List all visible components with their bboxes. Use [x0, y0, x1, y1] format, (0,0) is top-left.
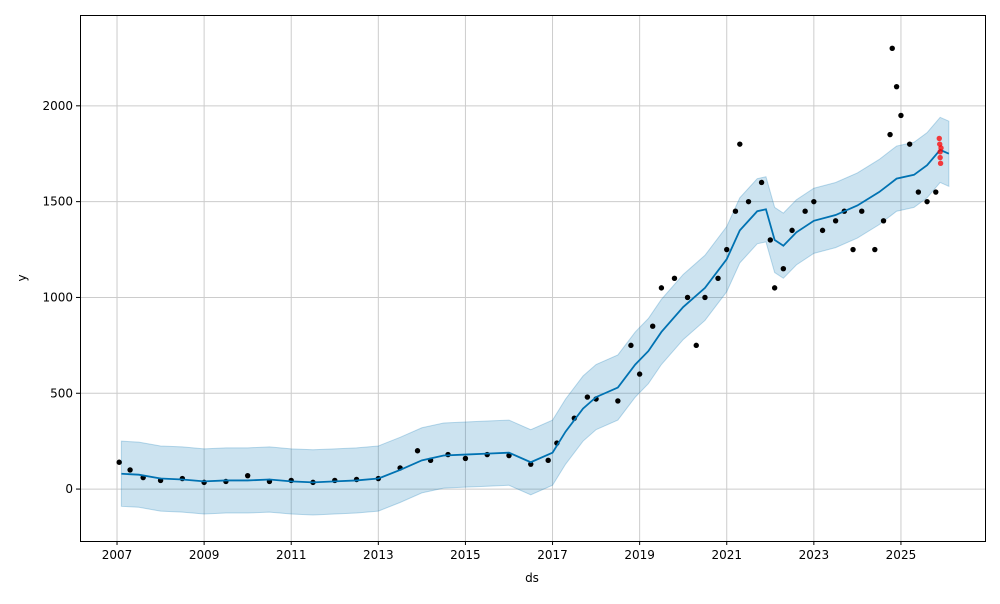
actual-point	[906, 141, 913, 147]
actual-point	[771, 285, 778, 291]
actual-point	[898, 112, 904, 119]
actual-point	[887, 131, 893, 138]
actual-point	[724, 246, 730, 253]
actual-point	[924, 198, 930, 205]
actual-point	[684, 294, 691, 301]
actual-point	[933, 189, 939, 195]
actual-point	[702, 294, 708, 301]
actual-point	[528, 461, 534, 467]
x-axis-label: ds	[525, 571, 539, 585]
plot-frame	[80, 15, 986, 542]
x-tick-label: 2023	[799, 548, 830, 562]
actual-point	[915, 189, 922, 195]
y-tick-label: 1500	[42, 195, 73, 209]
uncertainty-band	[120, 116, 950, 516]
actual-point	[780, 266, 787, 272]
x-axis: 2007 2009 2011 2013 2015 2017 2019 2021 2023 2025	[102, 541, 916, 562]
x-tick-label: 2019	[624, 548, 655, 562]
actual-point	[880, 218, 887, 224]
actual-point	[872, 246, 878, 253]
actual-point	[628, 342, 634, 349]
y-tick-label: 0	[65, 482, 73, 496]
grid	[80, 15, 985, 541]
actual-point	[116, 459, 122, 465]
actual-point	[811, 198, 817, 205]
actual-point	[758, 179, 765, 186]
actual-point	[693, 342, 699, 349]
actual-point	[893, 83, 900, 90]
actual-point	[584, 394, 591, 400]
actual-point	[802, 208, 808, 214]
uncertainty-interval	[120, 116, 950, 516]
x-tick-label: 2007	[102, 548, 133, 562]
actual-point	[850, 246, 856, 253]
actual-point	[715, 275, 721, 281]
actual-point	[889, 45, 895, 52]
actual-point	[462, 455, 469, 462]
x-tick-label: 2025	[886, 548, 917, 562]
x-tick-label: 2009	[189, 548, 220, 562]
actual-point	[732, 208, 739, 214]
x-tick-label: 2011	[276, 548, 307, 562]
highlight-point	[936, 135, 942, 142]
highlight-point	[937, 154, 943, 161]
actual-point	[745, 198, 752, 205]
actual-point	[244, 472, 251, 479]
x-tick-label: 2017	[537, 548, 568, 562]
actual-point	[767, 237, 773, 243]
actual-point	[414, 448, 421, 454]
y-tick-label: 2000	[42, 99, 73, 113]
x-tick-label: 2013	[363, 548, 394, 562]
x-tick-label: 2021	[711, 548, 742, 562]
y-tick-label: 500	[50, 386, 73, 400]
actual-point	[658, 285, 665, 291]
actual-point	[545, 457, 551, 464]
highlight-point	[938, 145, 944, 151]
actual-point	[615, 398, 621, 404]
actual-point	[650, 323, 656, 329]
actual-points	[116, 45, 939, 486]
y-tick-label: 1000	[42, 290, 73, 304]
forecast-line-group	[121, 148, 950, 484]
highlight-point	[937, 160, 944, 167]
forecast-line	[121, 148, 950, 484]
highlight-points	[936, 135, 944, 167]
actual-point	[819, 227, 826, 234]
actual-point	[671, 275, 678, 281]
x-tick-label: 2015	[450, 548, 481, 562]
actual-point	[636, 371, 643, 377]
y-axis-label: y	[15, 274, 29, 281]
actual-point	[859, 208, 865, 214]
y-axis: 0 500 1000 1500 2000	[42, 99, 80, 496]
actual-point	[737, 141, 743, 147]
actual-point	[127, 467, 133, 473]
actual-point	[832, 218, 839, 224]
actual-point	[789, 227, 795, 234]
